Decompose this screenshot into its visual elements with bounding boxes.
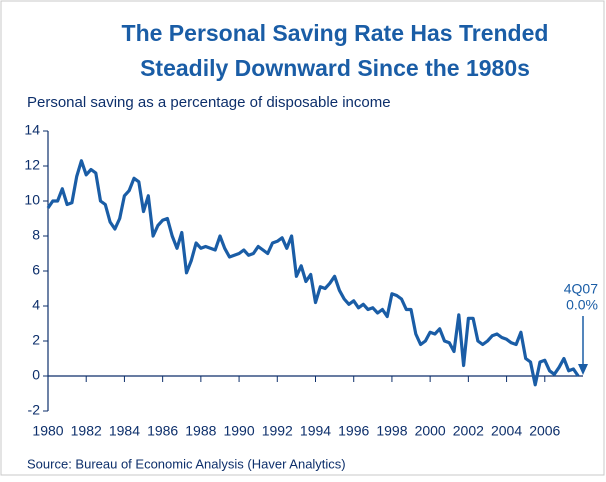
chart-title: The Personal Saving Rate Has Trended	[122, 20, 549, 46]
y-tick-label: 6	[32, 262, 40, 278]
y-tick-label: -2	[28, 402, 41, 418]
x-tick-label: 1992	[262, 423, 293, 439]
x-tick-label: 1994	[300, 423, 331, 439]
x-tick-label: 1998	[376, 423, 407, 439]
y-tick-label: 0	[32, 367, 40, 383]
y-tick-label: 10	[24, 192, 40, 208]
x-tick-label: 2004	[491, 423, 522, 439]
subtitle: Personal saving as a percentage of dispo…	[27, 94, 391, 111]
y-tick-label: 4	[32, 297, 40, 313]
x-tick-label: 2002	[453, 423, 484, 439]
y-tick-label: 8	[32, 227, 40, 243]
annotation: 4Q07	[564, 281, 598, 297]
y-tick-label: 12	[24, 157, 40, 173]
arrowhead	[578, 364, 588, 375]
x-tick-label: 1980	[32, 423, 63, 439]
y-tick-label: 2	[32, 332, 40, 348]
annotation: 0.0%	[566, 297, 598, 313]
x-tick-label: 1982	[71, 423, 102, 439]
y-tick-label: 14	[24, 122, 40, 138]
source: Source: Bureau of Economic Analysis (Hav…	[27, 456, 346, 471]
x-tick-label: 1996	[338, 423, 369, 439]
chart-title: Steadily Downward Since the 1980s	[140, 55, 530, 81]
x-tick-label: 2006	[529, 423, 560, 439]
x-tick-label: 2000	[415, 423, 446, 439]
x-tick-label: 1990	[223, 423, 254, 439]
series-line	[46, 159, 580, 387]
x-tick-label: 1986	[147, 423, 178, 439]
x-tick-label: 1988	[185, 423, 216, 439]
x-tick-label: 1984	[109, 423, 140, 439]
